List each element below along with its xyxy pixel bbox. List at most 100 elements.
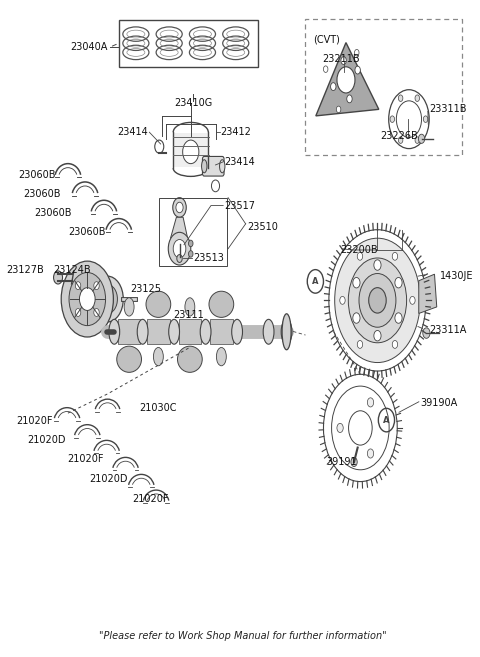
Circle shape [398,95,403,101]
Circle shape [390,116,395,122]
Circle shape [61,261,113,337]
Text: 23414: 23414 [117,127,148,137]
Text: 21020F: 21020F [16,417,53,426]
Bar [119,20,258,67]
Bar [210,319,233,344]
Ellipse shape [124,298,134,316]
Circle shape [335,238,420,363]
Circle shape [331,83,336,91]
Circle shape [367,449,373,458]
Circle shape [389,90,429,148]
Circle shape [336,106,341,113]
Circle shape [395,313,402,323]
Circle shape [419,134,425,143]
Circle shape [92,276,123,322]
Circle shape [367,397,373,407]
Text: 23311A: 23311A [429,325,467,335]
Circle shape [69,273,106,326]
FancyBboxPatch shape [203,156,224,176]
Circle shape [75,282,81,290]
Ellipse shape [219,160,225,173]
Circle shape [374,260,381,270]
Circle shape [94,309,99,317]
Text: 23111: 23111 [173,310,204,321]
Circle shape [337,423,343,432]
Text: 23412: 23412 [220,127,251,137]
Ellipse shape [200,319,211,344]
Bar [305,19,462,155]
Circle shape [353,277,360,288]
Text: 23200B: 23200B [341,245,378,255]
Text: A: A [383,416,390,424]
Ellipse shape [168,319,180,344]
Text: 21030C: 21030C [139,403,177,413]
Text: 21020D: 21020D [89,474,128,484]
Polygon shape [419,274,437,313]
Circle shape [97,284,118,313]
Circle shape [54,271,62,284]
Text: 39190A: 39190A [420,398,457,408]
Circle shape [423,116,428,122]
Circle shape [355,49,359,56]
Circle shape [348,411,372,445]
Circle shape [337,67,355,93]
Ellipse shape [178,346,202,373]
Ellipse shape [202,160,207,173]
Text: 23124B: 23124B [53,265,91,275]
Circle shape [355,66,360,74]
Text: 23517: 23517 [225,200,255,210]
Bar [118,319,140,344]
Circle shape [410,296,415,304]
Circle shape [324,66,328,72]
Text: 23060B: 23060B [68,227,105,237]
Circle shape [80,288,95,311]
Text: A: A [312,277,319,286]
Text: 23510: 23510 [247,222,278,232]
Text: 23410G: 23410G [174,98,212,108]
Ellipse shape [146,291,171,317]
Text: 23040A: 23040A [70,42,108,52]
Ellipse shape [263,319,274,344]
Text: 23414: 23414 [225,156,255,167]
Circle shape [392,340,397,348]
Text: 21020F: 21020F [67,455,104,464]
Ellipse shape [282,314,291,350]
Circle shape [173,240,186,258]
Circle shape [348,258,407,343]
Text: 1430JE: 1430JE [441,271,474,281]
Circle shape [415,137,420,143]
Circle shape [103,292,112,306]
Circle shape [183,140,199,164]
Bar [179,319,201,344]
Text: 21020D: 21020D [28,435,66,445]
Ellipse shape [209,291,234,317]
Circle shape [359,273,396,327]
Circle shape [357,252,363,260]
Circle shape [173,198,186,217]
Circle shape [351,457,357,466]
Ellipse shape [117,346,142,373]
Ellipse shape [137,319,148,344]
Ellipse shape [281,319,292,344]
Circle shape [189,251,193,257]
Text: 23060B: 23060B [23,189,60,198]
Circle shape [396,101,421,137]
FancyBboxPatch shape [174,133,208,167]
Circle shape [320,369,401,487]
Ellipse shape [154,348,163,366]
Circle shape [395,277,402,288]
Text: (CVT): (CVT) [313,34,340,44]
Text: 23513: 23513 [193,253,224,263]
Circle shape [94,282,99,290]
Circle shape [423,328,430,338]
Circle shape [177,254,182,262]
Text: 23060B: 23060B [18,170,56,180]
Circle shape [341,57,347,64]
Ellipse shape [216,348,226,366]
Circle shape [415,95,420,101]
Circle shape [340,296,345,304]
Circle shape [189,240,193,247]
Bar [159,198,227,266]
Ellipse shape [232,319,242,344]
Polygon shape [170,217,188,238]
